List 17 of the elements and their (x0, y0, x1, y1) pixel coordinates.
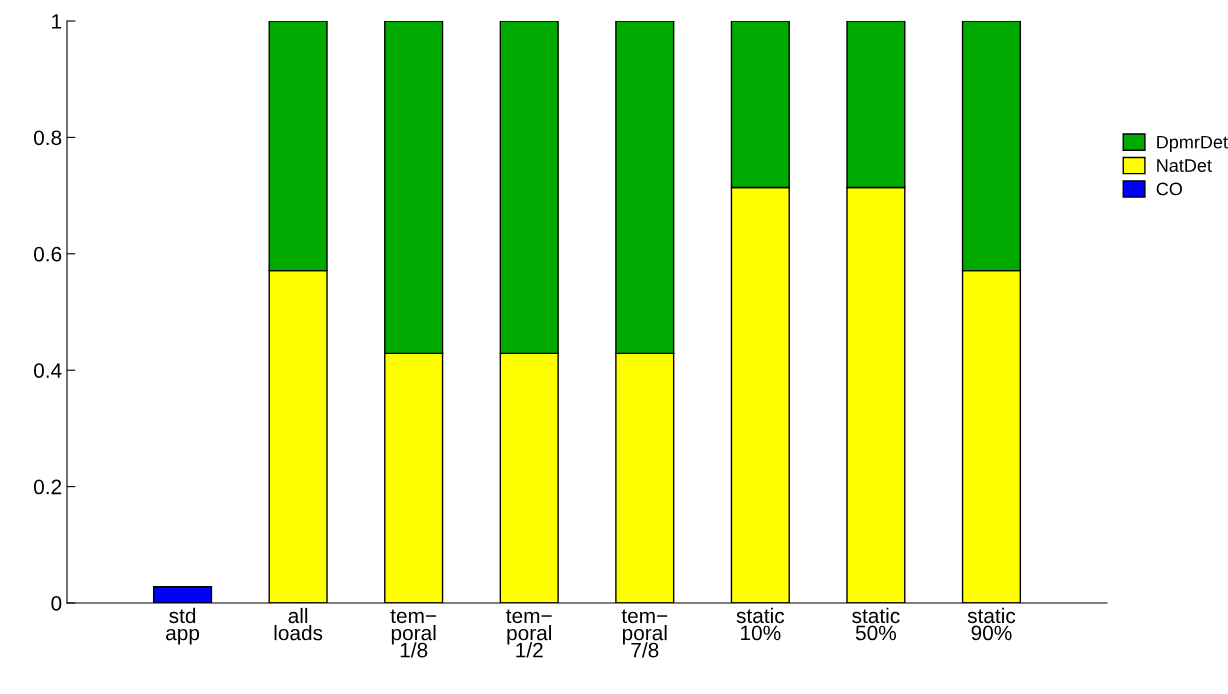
x-tick-label: static 90% (967, 607, 1016, 641)
y-tick-label: 0 (51, 596, 62, 611)
y-tick-label: 0.8 (33, 130, 62, 146)
x-tick-label: all loads (274, 607, 323, 641)
legend-label: NatDet (1157, 159, 1212, 172)
x-tick-label: tem− poral 1/2 (506, 609, 552, 658)
x-tick-label: tem− poral 1/8 (390, 609, 437, 658)
x-tick-label: static 50% (852, 607, 900, 641)
y-tick-label: 1 (52, 14, 62, 29)
x-tick-label: tem− poral 7/8 (621, 609, 668, 658)
x-tick-label: std app (166, 607, 200, 645)
x-tick-label: static 10% (736, 607, 785, 641)
legend-label: DpmrDet (1157, 135, 1228, 153)
y-tick-label: 0.2 (33, 479, 62, 495)
y-tick-label: 0.4 (33, 363, 62, 378)
legend-label: CO (1156, 182, 1182, 196)
y-tick-label: 0.6 (33, 246, 62, 262)
